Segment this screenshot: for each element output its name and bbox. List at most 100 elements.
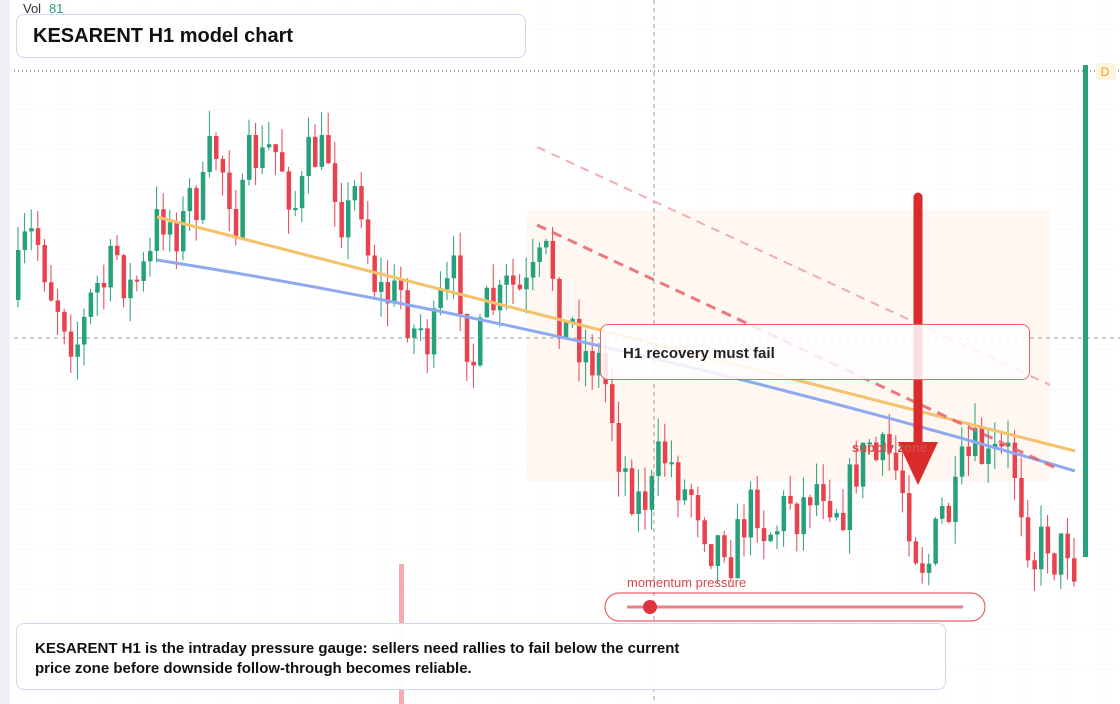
candle: [768, 534, 773, 542]
candle: [775, 531, 780, 535]
candle: [629, 468, 635, 514]
candle: [689, 489, 694, 496]
candle: [431, 308, 437, 355]
candle: [418, 328, 424, 331]
annotation-box: H1 recovery must fail: [600, 324, 1030, 380]
candle: [827, 501, 833, 518]
candle: [953, 476, 958, 523]
candle: [16, 250, 21, 300]
candle: [161, 209, 166, 235]
candle: [253, 134, 259, 168]
candle: [656, 441, 661, 477]
candle: [590, 351, 595, 376]
momentum-dot: [643, 600, 657, 614]
candle: [530, 261, 536, 278]
candle: [808, 497, 813, 506]
candle: [425, 328, 430, 355]
candle: [464, 313, 470, 362]
candle: [841, 512, 846, 531]
candle: [346, 200, 351, 238]
candle: [194, 188, 199, 221]
candle: [42, 245, 47, 283]
candle: [794, 503, 800, 535]
candle: [814, 484, 820, 506]
supply-zone-label: supply zone: [852, 440, 927, 455]
candle: [1045, 526, 1051, 554]
candle: [214, 136, 219, 159]
candle: [728, 557, 734, 579]
candle: [240, 179, 245, 239]
candle: [95, 282, 100, 293]
candle: [1065, 533, 1070, 559]
badge-text: D: [1101, 65, 1110, 79]
candle: [121, 255, 127, 299]
candle: [247, 134, 252, 180]
candle: [511, 275, 516, 285]
candle: [893, 452, 899, 471]
candle: [933, 518, 938, 564]
candle: [781, 495, 787, 532]
candle: [649, 476, 655, 510]
candle: [68, 331, 74, 357]
candle: [313, 136, 318, 167]
candle: [867, 442, 872, 445]
candle: [742, 519, 747, 538]
candle: [761, 528, 767, 542]
candle: [128, 279, 133, 299]
candle: [610, 384, 615, 423]
candle: [860, 442, 866, 487]
candle: [748, 489, 754, 538]
candle: [986, 448, 991, 464]
candle: [405, 290, 410, 338]
candle: [1039, 526, 1044, 570]
candle: [702, 520, 707, 545]
candle: [662, 441, 668, 464]
candle: [174, 222, 179, 252]
left-edge: [0, 0, 10, 704]
candle: [293, 208, 298, 211]
candle: [913, 541, 919, 564]
candle: [709, 544, 714, 566]
candle: [874, 442, 879, 461]
candle: [643, 491, 648, 510]
candle: [735, 519, 740, 579]
candle: [497, 284, 503, 311]
candle: [847, 464, 853, 531]
candle: [167, 222, 173, 235]
badge: [1096, 63, 1116, 80]
vol-label: Vol: [23, 1, 41, 16]
momentum-box: [604, 592, 986, 622]
candle: [379, 281, 384, 292]
candle: [801, 497, 806, 535]
candle: [332, 163, 338, 202]
candle: [154, 209, 160, 251]
candle: [352, 186, 358, 201]
candle: [636, 491, 641, 514]
candle: [22, 231, 28, 251]
candle: [544, 240, 549, 248]
candle: [880, 434, 886, 461]
candle: [451, 255, 457, 279]
candle: [1052, 553, 1057, 575]
candle: [319, 135, 325, 167]
candle: [682, 489, 688, 501]
candle: [1058, 533, 1064, 575]
candle: [392, 280, 397, 304]
candle: [887, 434, 892, 453]
candle: [385, 281, 391, 304]
candle: [200, 172, 206, 221]
arrow-head: [898, 442, 938, 485]
candle: [29, 228, 34, 232]
candle: [458, 255, 463, 314]
candle: [134, 279, 140, 282]
candle: [398, 280, 404, 291]
candle: [49, 282, 54, 301]
caption-box: KESARENT H1 is the intraday pressure gau…: [16, 623, 946, 690]
candle: [35, 228, 41, 246]
candle: [623, 468, 628, 472]
candle: [946, 505, 952, 523]
candle: [722, 535, 727, 558]
candle: [471, 361, 476, 366]
candle: [365, 219, 371, 256]
